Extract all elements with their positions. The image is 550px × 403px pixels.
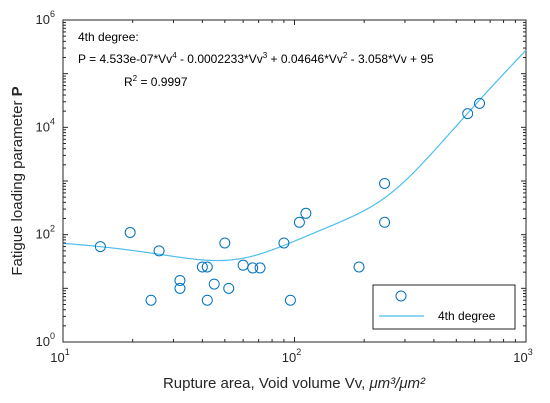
y-tick-label: 106	[36, 9, 55, 27]
equation-annotation: 4th degree: P = 4.533e-07*Vv4 - 0.000223…	[78, 30, 434, 89]
annotation-equation: P = 4.533e-07*Vv4 - 0.0002233*Vv3 + 0.04…	[78, 51, 434, 66]
fit-curve	[62, 49, 527, 262]
y-tick-label: 104	[36, 116, 55, 134]
data-point	[201, 294, 213, 306]
legend-box	[372, 284, 516, 330]
data-point	[124, 226, 136, 238]
data-point	[278, 237, 290, 249]
legend: 4th degree	[372, 284, 516, 330]
legend-label-fit: 4th degree	[438, 309, 496, 323]
data-point	[293, 216, 305, 228]
data-point	[145, 294, 157, 306]
data-point	[94, 241, 106, 253]
data-point	[379, 216, 391, 228]
data-point	[196, 261, 208, 273]
annotation-r-squared: R2 = 0.9997	[124, 74, 188, 89]
data-point	[219, 237, 231, 249]
ticks-layer	[62, 20, 526, 343]
x-tick-label: 101	[50, 347, 69, 365]
data-point	[153, 245, 165, 257]
y-tick-label: 102	[36, 224, 55, 242]
data-point	[254, 262, 266, 274]
data-point	[247, 262, 259, 274]
data-point	[201, 261, 213, 273]
data-point	[474, 97, 486, 109]
data-point	[379, 177, 391, 189]
y-tick-label: 100	[36, 331, 55, 349]
points-layer	[94, 97, 486, 306]
data-point	[174, 282, 186, 294]
annotation-heading: 4th degree:	[78, 30, 139, 44]
legend-marker-data	[395, 290, 407, 302]
y-axis-title: Fatigue loading parameter P	[9, 86, 26, 275]
tick-labels: 101 102 103 100 102 104 106	[36, 9, 533, 365]
data-point	[353, 261, 365, 273]
data-point	[174, 274, 186, 286]
data-point	[462, 108, 474, 120]
x-tick-label: 102	[282, 347, 301, 365]
data-point	[223, 282, 235, 294]
x-tick-label: 103	[513, 347, 532, 365]
data-point	[300, 207, 312, 219]
data-point	[208, 278, 220, 290]
fit-layer	[62, 49, 527, 262]
data-point	[284, 294, 296, 306]
x-axis-title: Rupture area, Void volume Vv, μm³/μm²	[163, 375, 426, 392]
